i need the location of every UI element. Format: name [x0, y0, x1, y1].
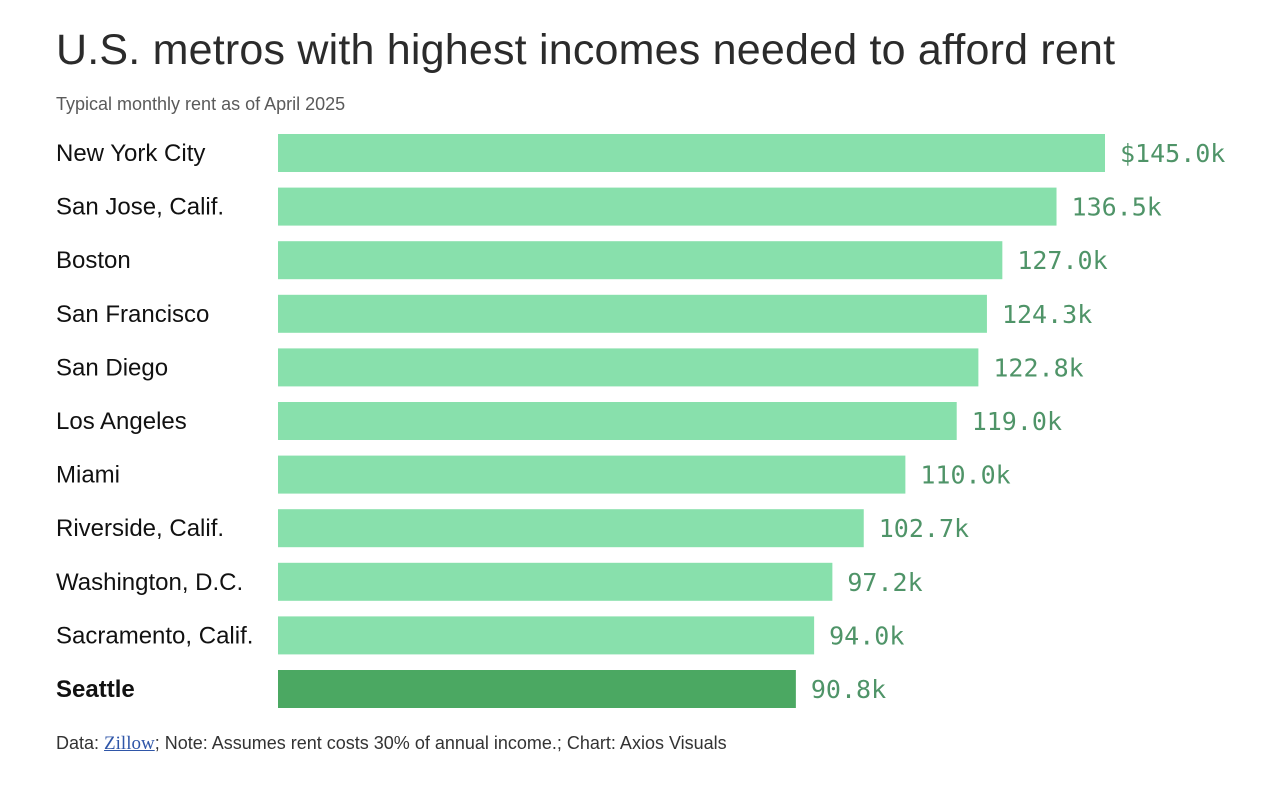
category-label: Sacramento, Calif. [56, 622, 253, 649]
category-label: Washington, D.C. [56, 569, 243, 596]
value-label: 136.5k [1072, 193, 1162, 222]
bar [278, 509, 864, 548]
bar [278, 670, 796, 708]
value-label: 119.0k [972, 407, 1062, 436]
bar [278, 348, 979, 387]
bar [278, 616, 815, 655]
category-label: San Francisco [56, 301, 209, 328]
bar [278, 187, 1057, 226]
footer-note: ; Note: Assumes rent costs 30% of annual… [154, 733, 727, 753]
bar [278, 562, 833, 601]
category-label: Miami [56, 462, 120, 489]
value-label: 110.0k [920, 461, 1010, 490]
bar [278, 294, 987, 333]
category-label: Los Angeles [56, 408, 187, 435]
bar [278, 455, 906, 494]
bar [278, 241, 1003, 280]
bar [278, 402, 957, 440]
value-label: 102.7k [879, 514, 969, 543]
value-label: 97.2k [847, 568, 922, 597]
category-label: Riverside, Calif. [56, 515, 224, 542]
chart-title: U.S. metros with highest incomes needed … [56, 26, 1116, 74]
value-label: 124.3k [1002, 300, 1092, 329]
category-label: San Diego [56, 354, 168, 381]
value-label: 127.0k [1017, 246, 1107, 275]
bar [278, 134, 1105, 172]
chart-subtitle: Typical monthly rent as of April 2025 [56, 94, 346, 114]
category-label: New York City [56, 140, 205, 167]
category-label: Boston [56, 247, 131, 274]
value-label: $145.0k [1120, 139, 1225, 168]
source-link[interactable]: Zillow [104, 733, 155, 754]
chart-footer: Data: Zillow; Note: Assumes rent costs 3… [56, 733, 727, 755]
value-label: 122.8k [993, 353, 1083, 382]
category-label: San Jose, Calif. [56, 194, 224, 221]
footer-data-prefix: Data: [56, 733, 105, 753]
value-label: 90.8k [811, 675, 886, 704]
value-label: 94.0k [829, 621, 904, 650]
category-label: Seattle [56, 676, 135, 703]
